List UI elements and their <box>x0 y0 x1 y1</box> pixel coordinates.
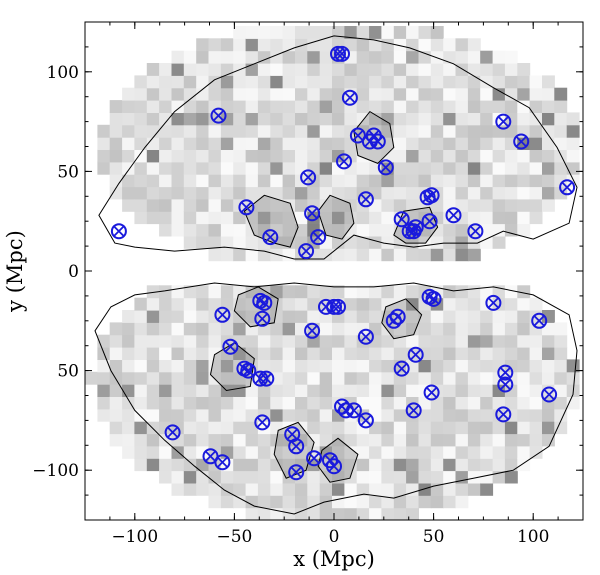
data-point <box>110 223 127 240</box>
data-point <box>214 454 231 471</box>
data-point <box>214 306 231 323</box>
data-point <box>288 438 305 455</box>
data-point <box>330 298 346 315</box>
x-tick-label: 0 <box>329 527 340 547</box>
y-tick-label: 50 <box>57 162 79 182</box>
data-point <box>495 113 512 130</box>
data-point <box>559 179 576 196</box>
data-point <box>254 414 271 431</box>
data-point <box>334 45 350 62</box>
data-point <box>357 328 374 345</box>
data-point <box>497 376 514 393</box>
data-point <box>254 310 271 327</box>
data-point <box>541 386 558 403</box>
data-point <box>405 402 422 419</box>
data-point <box>423 187 440 204</box>
data-point <box>288 464 305 481</box>
data-point <box>330 45 346 62</box>
data-point <box>497 364 514 381</box>
x-tick-label: 100 <box>517 527 549 547</box>
data-point <box>425 290 442 307</box>
data-point <box>495 406 512 423</box>
data-point <box>240 362 257 379</box>
data-point <box>407 346 424 363</box>
data-point <box>306 450 323 467</box>
data-point <box>304 322 321 339</box>
y-axis: 100 50 0 50 −100 <box>32 21 583 521</box>
data-point <box>385 312 402 329</box>
data-point <box>369 133 386 150</box>
data-points <box>110 45 576 481</box>
data-point <box>485 294 502 311</box>
y-tick-label: 0 <box>68 262 79 282</box>
data-point <box>407 219 424 236</box>
x-axis: −100 −50 0 50 100 <box>84 22 584 547</box>
data-point <box>310 229 327 246</box>
data-point <box>238 199 255 216</box>
data-point <box>262 229 279 246</box>
x-tick-label: −100 <box>111 527 158 547</box>
data-point <box>164 424 181 441</box>
data-point <box>513 133 530 150</box>
data-point <box>326 458 342 475</box>
y-axis-label: y (Mpc) <box>3 230 27 313</box>
data-point <box>531 312 548 329</box>
data-point <box>256 294 273 311</box>
data-point <box>336 153 352 170</box>
data-point <box>341 89 358 106</box>
y-tick-label: 50 <box>57 362 79 382</box>
data-point <box>304 205 321 222</box>
data-point <box>357 412 374 429</box>
data-point <box>222 338 239 355</box>
data-point <box>467 223 484 240</box>
x-tick-label: −50 <box>216 527 252 547</box>
data-point <box>393 360 410 377</box>
y-tick-label: 100 <box>47 63 79 83</box>
data-point <box>357 191 374 208</box>
data-point <box>445 207 462 224</box>
data-point <box>298 243 315 260</box>
density-map <box>85 26 580 521</box>
data-point <box>210 107 227 124</box>
data-point <box>258 370 275 387</box>
x-tick-label: 50 <box>423 527 445 547</box>
density-contours <box>94 35 578 515</box>
x-axis-label: x (Mpc) <box>293 547 375 571</box>
data-point <box>377 159 394 176</box>
y-tick-label: −100 <box>32 461 79 481</box>
data-point <box>393 211 410 228</box>
data-point <box>421 213 438 230</box>
data-point <box>423 384 440 401</box>
data-point <box>300 169 317 186</box>
data-point <box>345 402 362 419</box>
